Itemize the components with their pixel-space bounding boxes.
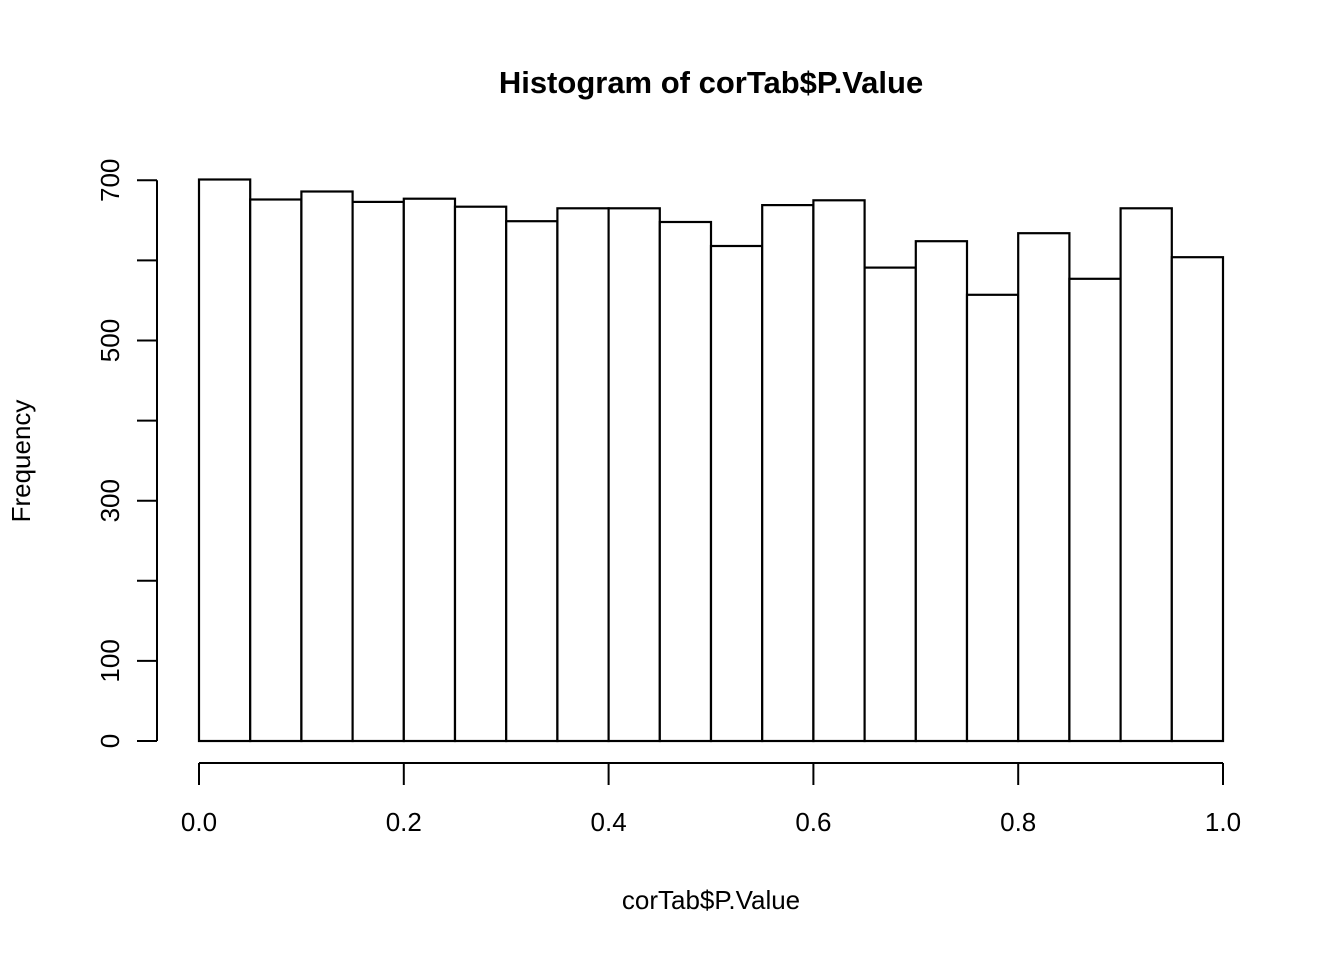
x-tick-label: 0.8 [1000, 807, 1036, 837]
y-tick-label: 500 [95, 319, 125, 362]
histogram-bar [1068, 277, 1122, 743]
x-tick-label: 0.2 [386, 807, 422, 837]
x-axis-label: corTab$P.Value [622, 885, 800, 915]
y-tick-label: 100 [95, 639, 125, 682]
x-tick-label: 0.6 [795, 807, 831, 837]
histogram-bar [658, 220, 713, 743]
y-axis-label: Frequency [6, 400, 36, 523]
histogram-bars [197, 178, 1225, 743]
histogram-bar [1017, 232, 1071, 743]
histogram-bar [300, 190, 354, 743]
axes: 0 100 300 500 700 0.0 0.2 0.4 0.6 0.8 1.0 [95, 159, 1241, 837]
histogram-bar [453, 205, 508, 743]
chart-title: Histogram of corTab$P.Value [499, 65, 923, 100]
x-tick-label: 0.4 [591, 807, 627, 837]
y-tick-label: 300 [95, 479, 125, 522]
histogram-bar [965, 293, 1020, 743]
histogram-bar [402, 197, 457, 743]
y-tick-label: 0 [95, 734, 125, 748]
histogram-bar [709, 244, 764, 743]
histogram-bar [197, 178, 252, 743]
histogram-bar [505, 220, 559, 743]
histogram-bar [249, 198, 303, 743]
histogram-bar [1119, 207, 1173, 743]
x-tick-label: 1.0 [1205, 807, 1241, 837]
x-tick-label: 0.0 [181, 807, 217, 837]
histogram-bar [914, 240, 969, 743]
histogram-bar [761, 204, 815, 743]
histogram-bar [863, 266, 917, 743]
histogram-bar [351, 200, 405, 743]
y-tick-label: 700 [95, 159, 125, 202]
histogram-bar [607, 207, 661, 743]
histogram-bar [1170, 256, 1225, 743]
histogram-bar [812, 199, 866, 743]
histogram-bar [556, 207, 610, 743]
